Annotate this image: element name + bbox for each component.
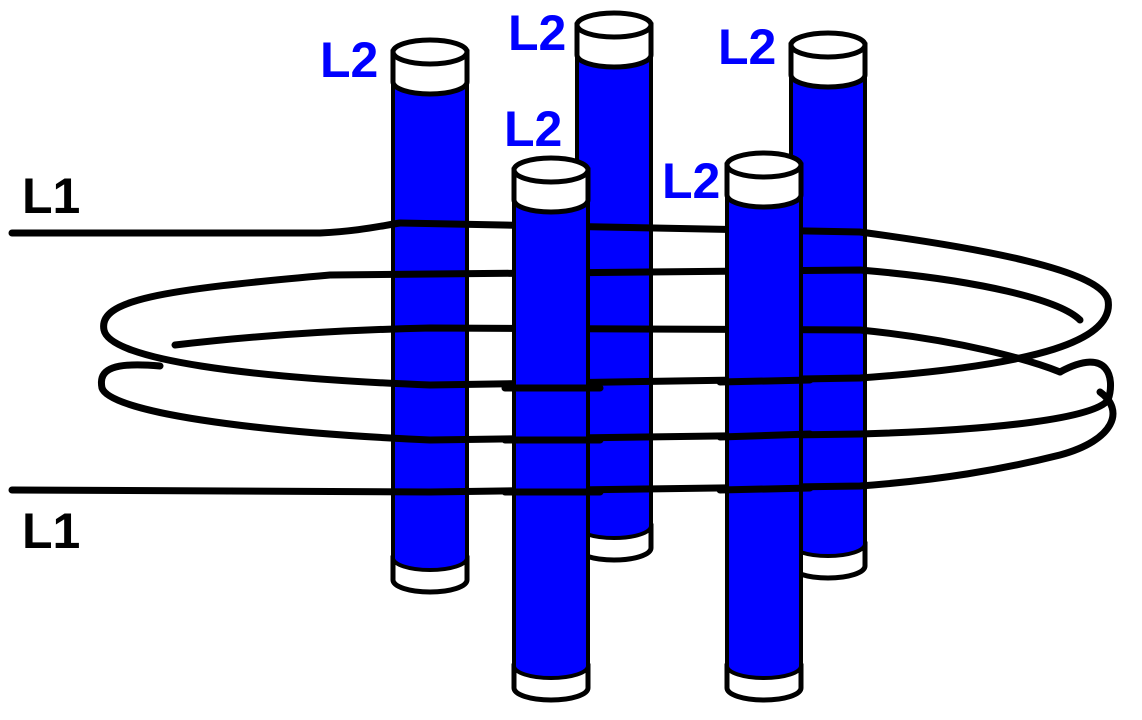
- coil-crossing-segment: [716, 430, 814, 441]
- secondary-label-4: L2: [662, 153, 720, 209]
- coil-crossing-segment: [716, 484, 814, 494]
- coil-lead-top: [8, 219, 404, 237]
- coil-loop-front-3: [8, 388, 1117, 496]
- coil-front-crossings: [501, 376, 814, 496]
- secondary-coil-rod-3: [511, 155, 591, 703]
- rod-winding: [512, 190, 590, 680]
- coil-crossing-segment: [716, 376, 814, 386]
- coil-loop-front-2: [97, 358, 1114, 444]
- rod-top-face: [390, 37, 470, 67]
- primary-label-top: L1: [22, 168, 80, 224]
- secondary-label-1: L2: [320, 32, 378, 88]
- coil-loop-back-2: [171, 324, 1064, 376]
- secondary-coil-rod-4: [724, 150, 804, 703]
- secondary-coil-rod-1: [390, 37, 470, 595]
- rod-top-face: [724, 150, 804, 180]
- rods-front-layer: [511, 150, 804, 703]
- secondary-label-5: L2: [718, 19, 776, 75]
- coil-loop-back-1: [396, 219, 1112, 304]
- rod-top-face: [574, 10, 654, 40]
- primary-label-bottom: L1: [22, 503, 80, 559]
- primary-coil: [8, 219, 1117, 496]
- rod-top-face: [511, 155, 591, 185]
- rod-winding: [391, 72, 469, 572]
- secondary-label-3: L2: [504, 101, 562, 157]
- secondary-label-2: L2: [508, 5, 566, 61]
- coil-loop-front-1: [100, 266, 1112, 389]
- rod-top-face: [788, 30, 868, 60]
- secondary-coil-rod-2: [574, 10, 654, 563]
